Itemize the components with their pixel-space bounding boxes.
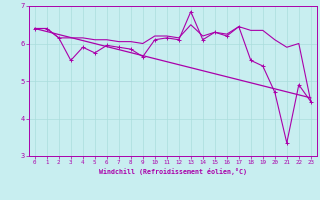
X-axis label: Windchill (Refroidissement éolien,°C): Windchill (Refroidissement éolien,°C) <box>99 168 247 175</box>
